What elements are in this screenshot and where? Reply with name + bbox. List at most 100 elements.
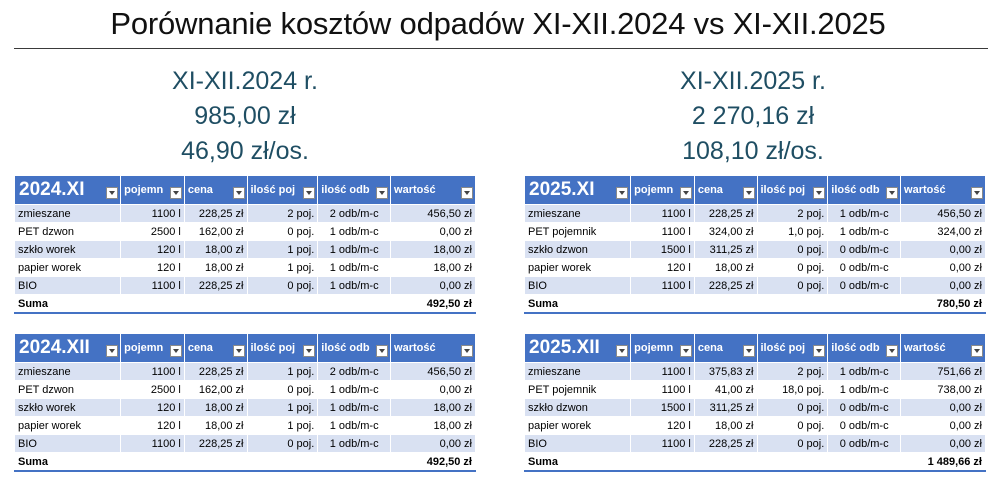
table-cell[interactable]: szkło dzwon [523,240,632,259]
table-cell[interactable]: 1 odb/m-c [317,240,392,259]
table-cell[interactable] [630,294,695,314]
table-cell[interactable]: 1100 l [630,380,695,399]
filter-dropdown-icon[interactable] [461,187,473,199]
table-cell[interactable]: BIO [13,434,122,453]
table-cell[interactable]: szkło worek [13,398,122,417]
table-cell[interactable] [693,294,758,314]
table-cell[interactable]: 228,25 zł [183,434,248,453]
table-cell[interactable]: 1500 l [630,398,695,417]
table-cell[interactable]: 1 odb/m-c [827,380,902,399]
table-cell[interactable]: 311,25 zł [693,240,758,259]
filter-dropdown-icon[interactable] [813,187,826,199]
table-cell[interactable]: 0 poj. [756,398,829,417]
table-cell[interactable]: BIO [13,276,122,295]
table-cell[interactable]: 1100 l [120,204,185,223]
table-cell[interactable]: papier worek [523,416,632,435]
total-value[interactable]: 1 489,66 zł [900,452,986,472]
table-cell[interactable]: 0 poj. [756,416,829,435]
table-cell[interactable]: 2 poj. [756,362,829,381]
table-cell[interactable] [693,452,758,472]
table-cell[interactable]: 1 poj. [246,398,319,417]
table-cell[interactable]: BIO [523,434,632,453]
table-cell[interactable]: 311,25 zł [693,398,758,417]
table-cell[interactable]: 0,00 zł [390,222,476,241]
table-cell[interactable]: 0 poj. [246,276,319,295]
table-cell[interactable]: PET dzwon [13,222,122,241]
table-cell[interactable]: 1 odb/m-c [317,380,392,399]
table-cell[interactable]: 1 poj. [246,416,319,435]
table-cell[interactable]: 0 odb/m-c [827,398,902,417]
table-cell[interactable]: 120 l [120,398,185,417]
table-cell[interactable]: 0,00 zł [900,416,986,435]
table-cell[interactable] [827,294,902,314]
table-cell[interactable] [317,452,392,472]
table-cell[interactable]: 0,00 zł [900,276,986,295]
table-cell[interactable]: 456,50 zł [390,204,476,223]
table-cell[interactable]: zmieszane [13,362,122,381]
filter-dropdown-icon[interactable] [461,345,473,357]
table-cell[interactable]: 1 odb/m-c [827,362,902,381]
table-cell[interactable]: 120 l [120,240,185,259]
filter-dropdown-icon[interactable] [232,187,245,199]
filter-dropdown-icon[interactable] [742,345,755,357]
table-cell[interactable]: 18,00 zł [183,258,248,277]
table-cell[interactable]: 1100 l [630,276,695,295]
table-cell[interactable]: 1500 l [630,240,695,259]
table-cell[interactable]: 456,50 zł [900,204,986,223]
table-cell[interactable]: 0,00 zł [900,258,986,277]
table-cell[interactable]: 1 poj. [246,362,319,381]
filter-dropdown-icon[interactable] [971,345,983,357]
table-cell[interactable]: 0 poj. [756,276,829,295]
filter-dropdown-icon[interactable] [376,345,389,357]
table-cell[interactable]: zmieszane [523,204,632,223]
table-cell[interactable]: 18,00 zł [390,398,476,417]
table-cell[interactable]: 456,50 zł [390,362,476,381]
table-cell[interactable]: 0 odb/m-c [827,276,902,295]
table-cell[interactable]: 18,00 zł [390,240,476,259]
table-cell[interactable]: 0 poj. [246,380,319,399]
table-cell[interactable] [120,294,185,314]
filter-dropdown-icon[interactable] [971,187,983,199]
table-cell[interactable]: papier worek [523,258,632,277]
table-cell[interactable]: 1 odb/m-c [317,258,392,277]
table-cell[interactable]: 228,25 zł [693,434,758,453]
filter-dropdown-icon[interactable] [616,345,629,357]
table-cell[interactable]: 1 odb/m-c [317,434,392,453]
table-cell[interactable]: 1 odb/m-c [317,398,392,417]
table-cell[interactable]: 1100 l [630,434,695,453]
table-cell[interactable]: 0,00 zł [900,434,986,453]
table-cell[interactable]: 228,25 zł [693,204,758,223]
table-cell[interactable]: BIO [523,276,632,295]
table-cell[interactable] [246,452,319,472]
table-cell[interactable]: 1100 l [120,276,185,295]
table-cell[interactable]: 324,00 zł [693,222,758,241]
table-cell[interactable]: 0,00 zł [900,398,986,417]
table-cell[interactable] [756,294,829,314]
total-label[interactable]: Suma [523,452,632,472]
table-cell[interactable]: 0,00 zł [390,276,476,295]
total-value[interactable]: 780,50 zł [900,294,986,314]
filter-dropdown-icon[interactable] [303,187,316,199]
table-cell[interactable]: 0 odb/m-c [827,240,902,259]
total-value[interactable]: 492,50 zł [390,452,476,472]
table-cell[interactable]: 2 poj. [246,204,319,223]
filter-dropdown-icon[interactable] [376,187,389,199]
filter-dropdown-icon[interactable] [679,187,692,199]
table-cell[interactable]: zmieszane [13,204,122,223]
table-cell[interactable]: 0 odb/m-c [827,416,902,435]
table-cell[interactable] [756,452,829,472]
table-cell[interactable]: 2 odb/m-c [317,362,392,381]
table-cell[interactable]: 18,00 zł [390,258,476,277]
table-cell[interactable] [317,294,392,314]
table-cell[interactable]: 1100 l [120,362,185,381]
table-cell[interactable]: 120 l [120,258,185,277]
table-cell[interactable] [827,452,902,472]
table-cell[interactable]: 1100 l [120,434,185,453]
filter-dropdown-icon[interactable] [169,187,182,199]
table-cell[interactable]: PET pojemnik [523,222,632,241]
table-cell[interactable] [183,294,248,314]
filter-dropdown-icon[interactable] [616,187,629,199]
table-cell[interactable]: 162,00 zł [183,222,248,241]
table-cell[interactable]: 18,0 poj. [756,380,829,399]
table-cell[interactable]: 1 poj. [246,258,319,277]
